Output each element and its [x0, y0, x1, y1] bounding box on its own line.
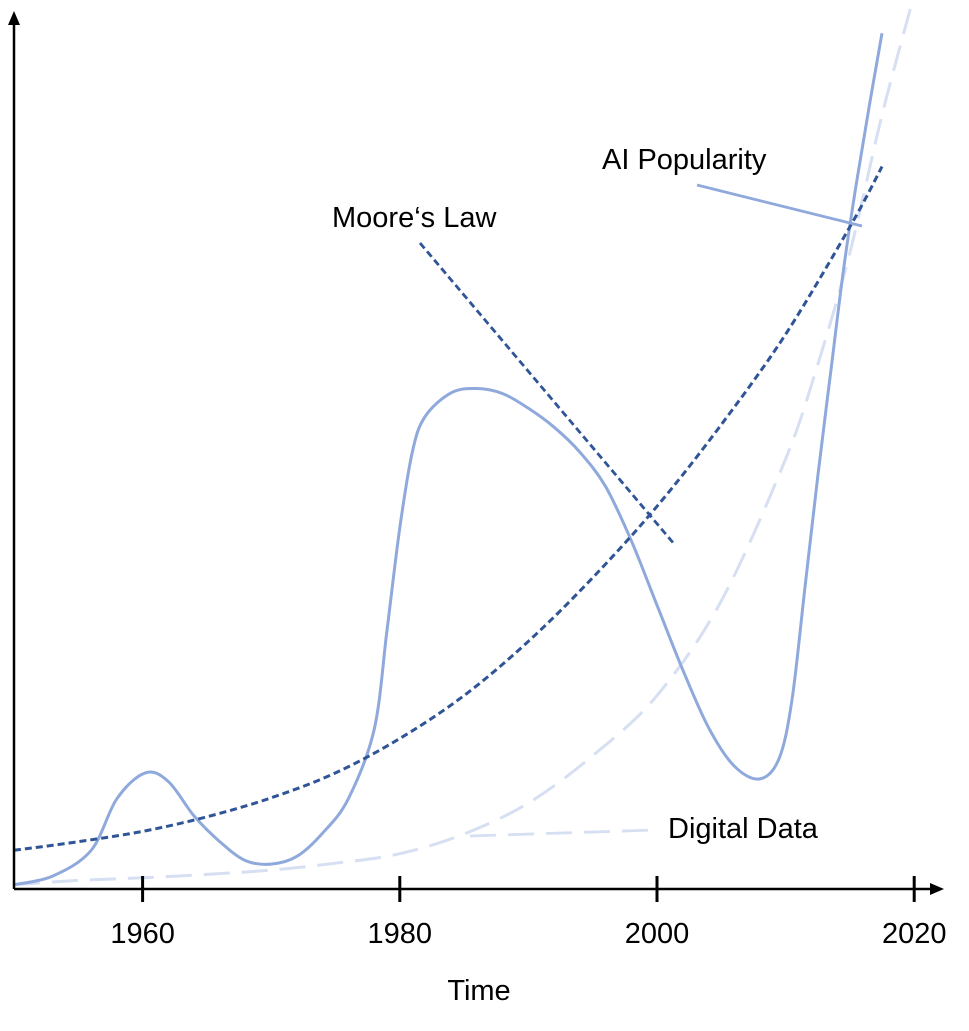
x-tick-label-2020: 2020 — [882, 918, 947, 950]
moores-law-label: Moore‘s Law — [332, 202, 497, 234]
digital-data-leader-line — [469, 828, 656, 838]
annotation-layer: AI Popularity Moore‘s Law Digital Data — [332, 144, 863, 845]
series-layer — [13, 0, 915, 887]
moores-law-leader-line — [418, 242, 677, 546]
x-tick-label-1980: 1980 — [368, 918, 433, 950]
moore-series-line — [13, 165, 884, 852]
data-series-line — [13, 0, 915, 887]
x-axis-arrow — [930, 883, 944, 895]
ai-popularity-label: AI Popularity — [602, 144, 767, 176]
ai-series-line — [13, 33, 884, 887]
ai-popularity-leader-line — [696, 183, 863, 228]
digital-data-label: Digital Data — [668, 813, 819, 845]
x-tick-label-2000: 2000 — [625, 918, 690, 950]
y-axis-arrow — [8, 11, 20, 25]
x-tick-label-1960: 1960 — [110, 918, 175, 950]
tick-layer: 1960 1980 2000 2020 — [110, 876, 946, 950]
x-axis-title: Time — [447, 975, 510, 1007]
axes — [8, 11, 944, 895]
